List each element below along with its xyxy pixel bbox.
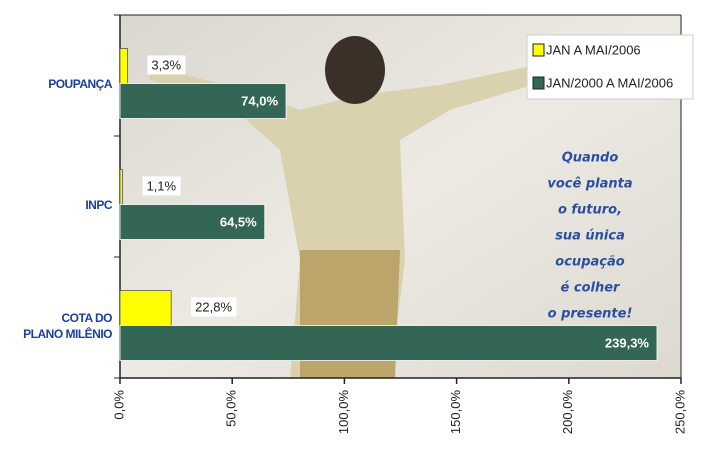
x-tick-label: 100,0% xyxy=(336,390,351,435)
value-label: 64,5% xyxy=(220,214,257,229)
bar xyxy=(120,326,657,361)
y-tick-label: COTA DO PLANO MILÊNIO xyxy=(0,310,112,342)
value-label: 22,8% xyxy=(195,299,232,314)
bar xyxy=(120,49,127,84)
legend-label: JAN A MAI/2006 xyxy=(546,42,641,57)
chart: 0,0% 50,0% 100,0% 150,0% 200,0% 250,0% 3,3% 74,… xyxy=(0,0,702,450)
legend-swatch xyxy=(533,77,544,89)
x-tick-label: 250,0% xyxy=(672,390,687,435)
legend-label: JAN/2000 A MAI/2006 xyxy=(546,75,673,90)
page: 0,0% 50,0% 100,0% 150,0% 200,0% 250,0% 3,3% 74,… xyxy=(0,0,702,450)
x-tick-label: 200,0% xyxy=(560,390,575,435)
value-label: 239,3% xyxy=(605,335,650,350)
value-label: 3,3% xyxy=(151,57,181,72)
legend-swatch xyxy=(533,44,544,56)
x-tick-label: 150,0% xyxy=(448,390,463,435)
slogan: você planta xyxy=(547,177,632,192)
x-tick-label: 50,0% xyxy=(224,390,239,427)
slogan: sua única xyxy=(555,229,625,244)
slogan: o futuro, xyxy=(558,203,622,218)
bar xyxy=(120,170,122,205)
slogan: o presente! xyxy=(548,307,633,322)
y-tick-label: POUPANÇA xyxy=(0,76,112,92)
value-label: 74,0% xyxy=(241,93,278,108)
x-tick-label: 0,0% xyxy=(111,390,126,420)
slogan: é colher xyxy=(561,281,622,296)
value-label: 1,1% xyxy=(146,178,176,193)
slogan: Quando xyxy=(562,151,619,166)
bar xyxy=(120,291,171,326)
y-tick-label: INPC xyxy=(0,197,112,213)
slogan: ocupação xyxy=(555,255,624,270)
